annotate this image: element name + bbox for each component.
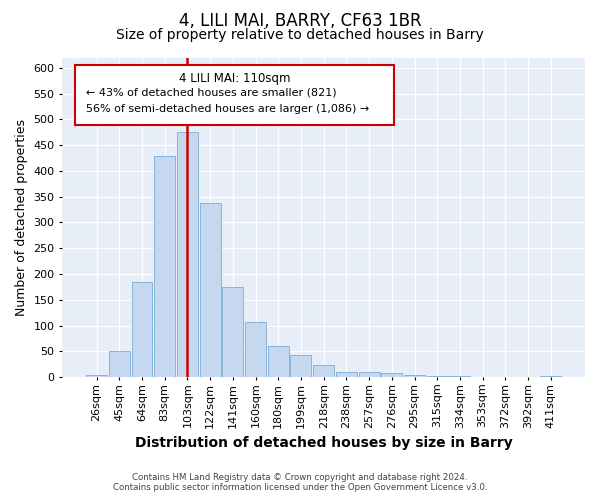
- Bar: [449, 376, 470, 377]
- Bar: [86, 374, 107, 377]
- Text: 56% of semi-detached houses are larger (1,086) →: 56% of semi-detached houses are larger (…: [86, 104, 369, 114]
- Bar: [268, 346, 289, 377]
- Bar: [154, 156, 175, 377]
- Bar: [518, 376, 539, 377]
- Bar: [359, 372, 380, 377]
- Bar: [427, 376, 448, 377]
- Bar: [541, 376, 561, 377]
- FancyBboxPatch shape: [76, 66, 394, 124]
- Bar: [245, 322, 266, 377]
- Bar: [495, 376, 516, 377]
- Text: Contains HM Land Registry data © Crown copyright and database right 2024.
Contai: Contains HM Land Registry data © Crown c…: [113, 473, 487, 492]
- Bar: [109, 352, 130, 377]
- Bar: [223, 288, 243, 377]
- Text: ← 43% of detached houses are smaller (821): ← 43% of detached houses are smaller (82…: [86, 88, 337, 98]
- Y-axis label: Number of detached properties: Number of detached properties: [15, 119, 28, 316]
- Bar: [404, 374, 425, 377]
- Bar: [131, 282, 152, 377]
- Text: 4, LILI MAI, BARRY, CF63 1BR: 4, LILI MAI, BARRY, CF63 1BR: [179, 12, 421, 30]
- Bar: [200, 203, 221, 377]
- Text: Size of property relative to detached houses in Barry: Size of property relative to detached ho…: [116, 28, 484, 42]
- Bar: [336, 372, 357, 377]
- Bar: [382, 373, 402, 377]
- Bar: [313, 366, 334, 377]
- Bar: [177, 132, 198, 377]
- X-axis label: Distribution of detached houses by size in Barry: Distribution of detached houses by size …: [135, 436, 512, 450]
- Text: 4 LILI MAI: 110sqm: 4 LILI MAI: 110sqm: [179, 72, 290, 85]
- Bar: [290, 355, 311, 377]
- Bar: [472, 376, 493, 377]
